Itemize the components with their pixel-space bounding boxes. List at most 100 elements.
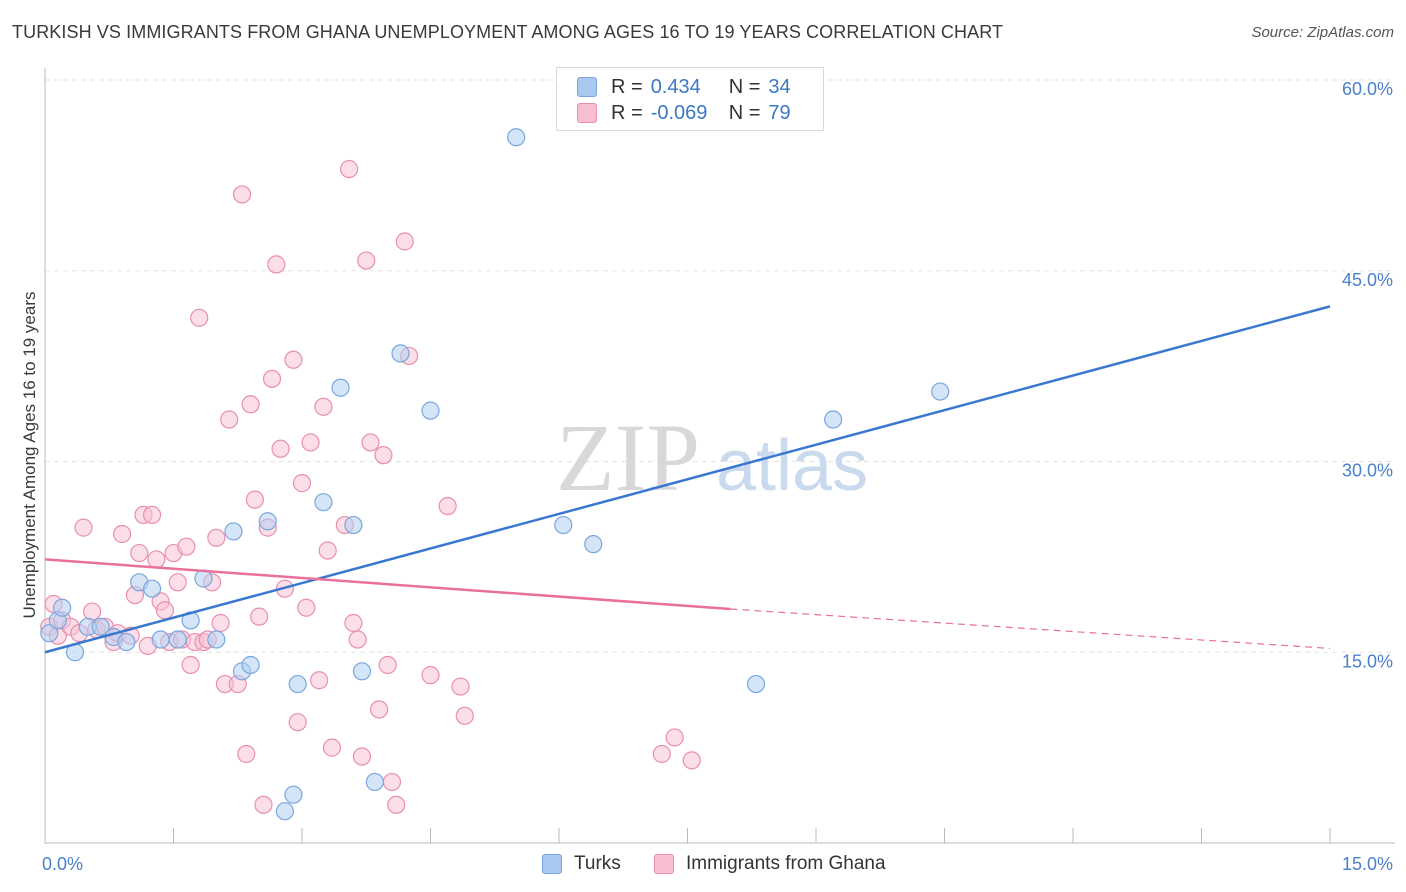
ghana-point [284, 350, 303, 369]
ghana-point [168, 573, 187, 592]
ghana-point [322, 738, 342, 757]
r-value: -0.069 [650, 101, 708, 124]
ghana-trend-extension [730, 608, 1331, 650]
ghana-point [155, 601, 175, 620]
y-axis-title: Unemployment Among Ages 16 to 19 years [20, 291, 39, 619]
source-label: Source: ZipAtlas.com [1251, 24, 1394, 41]
turks-swatch [577, 77, 597, 97]
ghana-point [142, 505, 162, 525]
turks-point [554, 515, 573, 535]
data-points [40, 128, 950, 821]
stats-row-ghana: R = -0.069 N = 79 [577, 100, 791, 126]
chart-title: TURKISH VS IMMIGRANTS FROM GHANA UNEMPLO… [12, 22, 1004, 42]
ghana-point [387, 795, 406, 814]
ghana-point [267, 255, 286, 274]
turks-point [117, 632, 136, 652]
turks-trend-line [44, 305, 1331, 654]
ghana-point [262, 369, 282, 388]
turks-point [284, 785, 303, 804]
ghana-point [74, 518, 93, 537]
ghana-point [382, 772, 402, 792]
n-label: N = [728, 101, 761, 124]
ghana-point [190, 308, 209, 327]
ghana-point [220, 410, 239, 429]
ghana-swatch [577, 103, 597, 123]
ghana-point [352, 747, 372, 766]
ghana-point [378, 655, 397, 675]
y-tick-label: 60.0% [1342, 79, 1393, 99]
stats-box: R = 0.434 N = 34 R = -0.069 N = 79 [556, 67, 824, 131]
turks-point [91, 617, 110, 636]
trend-lines [44, 305, 1331, 654]
ghana-point [451, 677, 470, 696]
turks-point [507, 128, 526, 147]
turks-point [224, 522, 243, 541]
legend-label-turks: Turks [574, 853, 621, 874]
ghana-point [241, 395, 260, 414]
ghana-point [348, 630, 367, 649]
turks-point [391, 344, 410, 363]
turks-point [352, 662, 372, 681]
turks-point [258, 512, 277, 531]
ghana-point [254, 795, 273, 814]
ghana-point [455, 706, 474, 725]
ghana-point [211, 613, 230, 633]
ghana-point [682, 751, 701, 770]
ghana-point [297, 598, 316, 617]
ghana-point [374, 446, 393, 465]
n-label: N = [728, 75, 761, 98]
ghana-point [652, 744, 671, 764]
ghana-point [181, 655, 200, 675]
turks-point [275, 802, 294, 821]
legend-swatch-ghana [654, 854, 674, 874]
turks-point [824, 410, 843, 429]
y-tick-label: 30.0% [1342, 461, 1393, 481]
ghana-point [344, 613, 363, 633]
n-value: 79 [768, 101, 791, 124]
n-value: 34 [768, 75, 791, 98]
stats-row-turks: R = 0.434 N = 34 [577, 74, 791, 100]
ghana-point [245, 490, 264, 509]
legend-label-ghana: Immigrants from Ghana [686, 853, 886, 874]
ghana-point [665, 728, 684, 747]
turks-point [314, 493, 333, 512]
ghana-point [207, 528, 226, 547]
tick-labels: 15.0% 30.0% 45.0% 60.0% 0.0% 15.0% [42, 79, 1393, 874]
x-tick-label: 0.0% [42, 854, 83, 874]
y-tick-label: 15.0% [1342, 651, 1393, 671]
turks-point [584, 535, 603, 554]
ghana-point [250, 607, 269, 626]
ghana-point [237, 744, 256, 764]
ghana-point [301, 433, 320, 452]
ghana-point [438, 496, 457, 516]
r-value: 0.434 [650, 75, 701, 98]
ghana-point [232, 185, 252, 204]
ghana-point [147, 550, 166, 569]
ghana-point [314, 397, 333, 416]
ghana-point [395, 232, 414, 251]
turks-point [746, 674, 766, 694]
x-tick-label: 15.0% [1342, 854, 1393, 874]
legend-item-turks: Turks [542, 852, 621, 876]
ghana-trend-line [44, 558, 731, 611]
ghana-point [83, 602, 102, 621]
ghana-point [130, 543, 149, 563]
legend-item-ghana: Immigrants from Ghana [654, 852, 886, 876]
turks-point [142, 579, 162, 598]
ghana-point [112, 524, 132, 544]
watermark-zip: ZIP [556, 404, 700, 511]
ghana-point [177, 537, 196, 556]
r-label: R = [611, 75, 643, 98]
turks-point [241, 655, 260, 675]
turks-point [288, 674, 307, 694]
ghana-point [288, 713, 307, 732]
r-label: R = [611, 101, 643, 124]
ghana-point [357, 251, 376, 270]
y-tick-label: 45.0% [1342, 270, 1393, 290]
turks-point [931, 382, 950, 401]
ghana-point [310, 671, 329, 690]
ghana-point [318, 541, 337, 560]
turks-point [53, 598, 72, 617]
ghana-point [340, 159, 359, 179]
